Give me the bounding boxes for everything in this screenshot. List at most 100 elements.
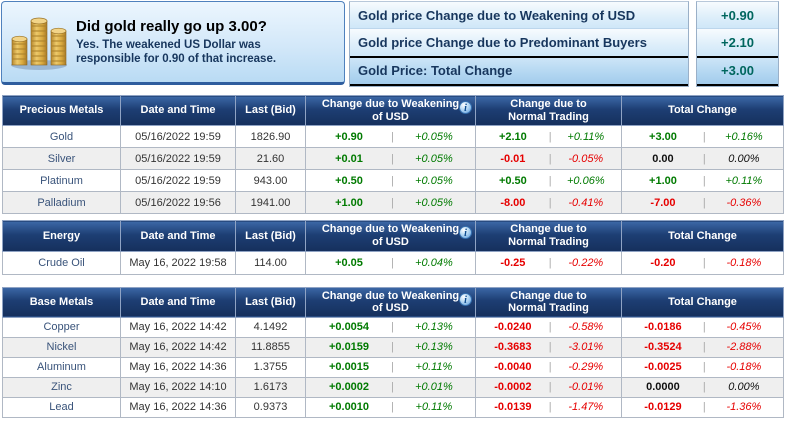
value-separator: | bbox=[702, 361, 706, 374]
info-icon[interactable]: i bbox=[459, 226, 472, 240]
card-subtitle: Yes. The weakened US Dollar was responsi… bbox=[76, 38, 277, 65]
last-bid: 1941.00 bbox=[235, 191, 306, 215]
value-separator: | bbox=[548, 174, 552, 187]
total-change-value: 0.0000 bbox=[646, 381, 680, 394]
total-change-percent: -2.88% bbox=[726, 341, 762, 354]
value-separator: | bbox=[548, 152, 552, 165]
usd-change-cell: +0.50 | +0.05% bbox=[305, 169, 476, 193]
date-time: May 16, 2022 14:42 bbox=[120, 336, 236, 358]
trade-change-cell: -0.3683 | -3.01% bbox=[475, 336, 622, 358]
info-icon[interactable]: i bbox=[459, 101, 472, 114]
card-title: Did gold really go up 3.00? bbox=[76, 17, 267, 35]
value-separator: | bbox=[702, 130, 706, 143]
date-time-header: Date and Time bbox=[120, 220, 236, 252]
total-change-percent: -0.45% bbox=[726, 321, 762, 334]
trade-change-percent: -1.47% bbox=[568, 401, 604, 414]
commodity-name: Palladium bbox=[2, 191, 121, 215]
total-change-cell: -0.0025 | -0.18% bbox=[621, 356, 784, 378]
trade-change-percent: +0.06% bbox=[566, 174, 605, 187]
value-separator: | bbox=[548, 196, 552, 209]
trade-change-cell: -0.0139 | -1.47% bbox=[475, 396, 622, 418]
trade-change-value: -0.0240 bbox=[494, 321, 532, 334]
table-row: Zinc May 16, 2022 14:10 1.6173 +0.0002 | +0.0… bbox=[2, 376, 784, 398]
usd-change-cell: +0.0002 | +0.01% bbox=[305, 376, 476, 398]
value-separator: | bbox=[391, 174, 394, 187]
usd-change-cell: +0.0010 | +0.11% bbox=[305, 396, 476, 418]
value-separator: | bbox=[548, 321, 552, 334]
usd-change-value: +0.0010 bbox=[328, 401, 370, 414]
trade-change-value: +2.10 bbox=[498, 130, 527, 143]
total-change-cell: -0.0186 | -0.45% bbox=[621, 316, 784, 338]
trade-change-cell: +0.50 | +0.06% bbox=[475, 169, 622, 193]
trade-change-percent: -3.01% bbox=[568, 341, 604, 354]
date-time: 05/16/2022 19:59 bbox=[120, 169, 236, 193]
card-text: Did gold really go up 3.00? Yes. The wea… bbox=[76, 18, 344, 67]
commodity-name: Crude Oil bbox=[2, 250, 121, 275]
total-change-value: -0.20 bbox=[650, 256, 676, 269]
summary-value-column: +0.90 +2.10 +3.00 bbox=[696, 1, 779, 87]
usd-change-value: +0.0054 bbox=[328, 321, 370, 334]
usd-change-value: +0.0015 bbox=[328, 361, 370, 374]
usd-change-value: +0.50 bbox=[335, 174, 363, 187]
total-change-cell: -7.00 | -0.36% bbox=[621, 191, 784, 215]
trade-change-percent: -0.22% bbox=[568, 256, 604, 269]
value-separator: | bbox=[391, 152, 394, 165]
trade-change-percent: -0.05% bbox=[568, 152, 604, 165]
value-separator: | bbox=[702, 321, 706, 334]
value-separator: | bbox=[702, 341, 706, 354]
summary-row-total-value: +3.00 bbox=[697, 57, 778, 86]
value-separator: | bbox=[391, 341, 394, 354]
trade-change-percent: +0.11% bbox=[567, 130, 605, 143]
trade-change-cell: -0.0240 | -0.58% bbox=[475, 316, 622, 338]
date-time: 05/16/2022 19:56 bbox=[120, 191, 236, 215]
normal-trading-header-label: Change due to Normal Trading bbox=[508, 289, 589, 315]
value-separator: | bbox=[548, 341, 552, 354]
commodity-name: Gold bbox=[2, 125, 121, 149]
info-icon[interactable]: i bbox=[459, 292, 472, 306]
total-change-value: 0.00 bbox=[652, 152, 674, 165]
value-separator: | bbox=[548, 130, 552, 143]
total-change-value: -0.0129 bbox=[644, 401, 682, 414]
last-bid: 114.00 bbox=[235, 250, 306, 275]
last-bid: 1.6173 bbox=[235, 376, 306, 398]
value-separator: | bbox=[391, 256, 394, 269]
usd-change-value: +0.01 bbox=[335, 152, 363, 165]
usd-change-cell: +0.0159 | +0.13% bbox=[305, 336, 476, 358]
usd-change-header-label: Change due to Weakening of USD bbox=[321, 289, 460, 315]
trade-change-value: -0.01 bbox=[500, 152, 526, 165]
summary-label-column: Gold price Change due to Weakening of US… bbox=[349, 1, 689, 87]
last-bid-header: Last (Bid) bbox=[235, 220, 306, 252]
category-header: Energy bbox=[2, 220, 121, 252]
usd-change-header-label: Change due to Weakening of USD bbox=[321, 98, 460, 123]
value-separator: | bbox=[548, 361, 552, 374]
total-change-value: -0.0025 bbox=[644, 361, 682, 374]
usd-change-percent: +0.05% bbox=[415, 196, 453, 209]
usd-change-header: Change due to Weakening of USD i bbox=[305, 94, 476, 127]
date-time: May 16, 2022 14:36 bbox=[120, 356, 236, 378]
last-bid-header: Last (Bid) bbox=[235, 286, 306, 318]
usd-change-percent: +0.13% bbox=[415, 341, 453, 354]
total-change-header: Total Change bbox=[621, 286, 784, 318]
date-time-header: Date and Time bbox=[120, 286, 236, 318]
total-change-percent: 0.00% bbox=[728, 381, 760, 394]
gold-question-card: Did gold really go up 3.00? Yes. The wea… bbox=[1, 1, 345, 85]
normal-trading-header-label: Change due to Normal Trading bbox=[508, 223, 589, 248]
usd-change-value: +0.0159 bbox=[328, 341, 370, 354]
summary-row-buyers-value: +2.10 bbox=[697, 29, 778, 58]
last-bid: 11.8855 bbox=[235, 336, 306, 358]
total-change-cell: 0.00 | 0.00% bbox=[621, 147, 784, 171]
normal-trading-header: Change due to Normal Trading bbox=[475, 94, 622, 127]
summary-row-usd-value: +0.90 bbox=[697, 2, 778, 30]
usd-change-percent: +0.11% bbox=[415, 361, 453, 374]
commodity-name: Lead bbox=[2, 396, 121, 418]
commodity-name: Zinc bbox=[2, 376, 121, 398]
trade-change-cell: -0.0040 | -0.29% bbox=[475, 356, 622, 378]
value-separator: | bbox=[702, 401, 706, 414]
total-change-value: -0.0186 bbox=[644, 321, 682, 334]
usd-change-percent: +0.05% bbox=[415, 130, 453, 143]
value-separator: | bbox=[391, 130, 394, 143]
usd-change-percent: +0.11% bbox=[415, 401, 453, 414]
table-row: Palladium 05/16/2022 19:56 1941.00 +1.00 | +0… bbox=[2, 191, 784, 215]
category-header: Base Metals bbox=[2, 286, 121, 318]
precious-metals-table: Precious Metals Date and Time Last (Bid) Ch… bbox=[2, 94, 784, 215]
